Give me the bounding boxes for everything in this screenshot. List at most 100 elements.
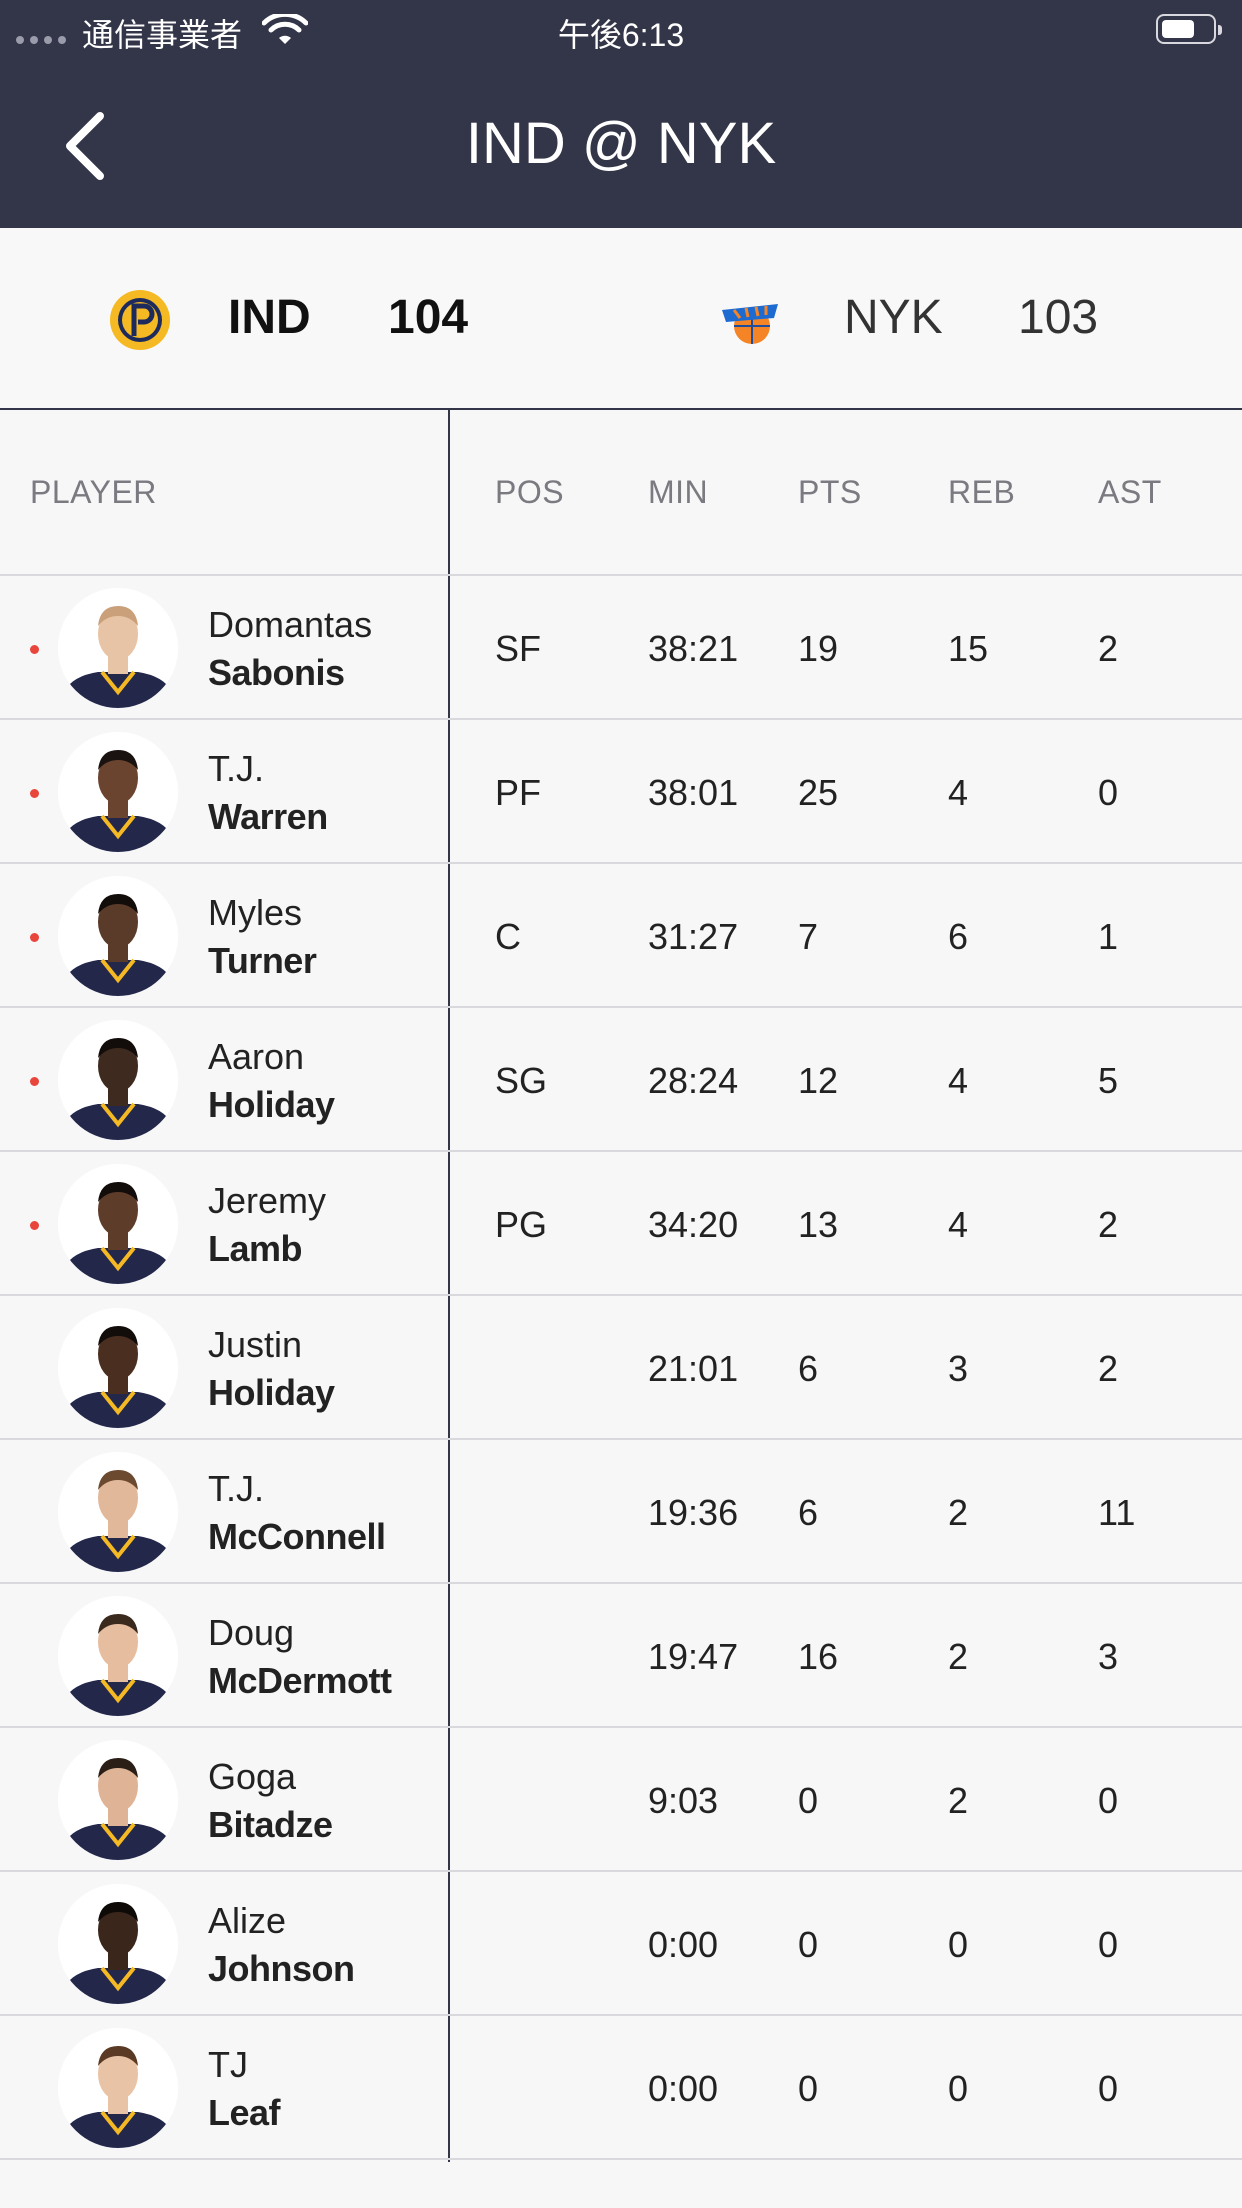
cell-pts: 0 bbox=[798, 1924, 819, 1965]
cell-pos: SG bbox=[495, 1060, 548, 1101]
player-avatar bbox=[58, 588, 178, 708]
player-avatar bbox=[58, 1308, 178, 1428]
starter-indicator bbox=[30, 933, 39, 942]
box-score-table: PLAYER POS MIN PTS REB AST Domantas Sabo… bbox=[0, 410, 1242, 2160]
cell-ast: 0 bbox=[1098, 1924, 1119, 1965]
cell-min: 38:21 bbox=[648, 628, 739, 669]
table-row[interactable]: Goga Bitadze 9:03 0 2 0 bbox=[0, 1728, 1242, 1872]
cell-ast: 0 bbox=[1098, 2068, 1119, 2109]
table-row[interactable]: Domantas Sabonis SF 38:21 19 15 2 bbox=[0, 576, 1242, 720]
player-last-name: McDermott bbox=[208, 1660, 392, 1701]
player-last-name: Holiday bbox=[208, 1372, 335, 1413]
scoreboard: IND 104 NYK 103 bbox=[0, 228, 1242, 410]
status-time: 午後6:13 bbox=[557, 17, 685, 53]
player-last-name: Turner bbox=[208, 940, 317, 981]
player-first-name: T.J. bbox=[208, 1468, 265, 1509]
player-first-name: TJ bbox=[208, 2044, 248, 2085]
cell-ast: 2 bbox=[1098, 1348, 1119, 1389]
cell-pts: 0 bbox=[798, 1780, 819, 1821]
cell-ast: 2 bbox=[1098, 628, 1119, 669]
app-header: 通信事業者 午後6:13 IND @ NYK bbox=[0, 0, 1242, 228]
pacers-logo-icon bbox=[110, 290, 170, 350]
player-avatar bbox=[58, 1884, 178, 2004]
player-avatar bbox=[58, 1020, 178, 1140]
cell-ast: 2 bbox=[1098, 1204, 1119, 1245]
player-avatar bbox=[58, 876, 178, 996]
back-button[interactable] bbox=[56, 108, 116, 184]
player-avatar bbox=[58, 732, 178, 852]
player-first-name: Domantas bbox=[208, 604, 373, 645]
table-row[interactable]: T.J. Warren PF 38:01 25 4 0 bbox=[0, 720, 1242, 864]
table-header: PLAYER POS MIN PTS REB AST bbox=[0, 410, 1242, 576]
cell-ast: 3 bbox=[1098, 1636, 1119, 1677]
player-last-name: Lamb bbox=[208, 1228, 303, 1269]
cell-pts: 7 bbox=[798, 916, 819, 957]
player-last-name: Bitadze bbox=[208, 1804, 333, 1845]
cell-reb: 4 bbox=[948, 772, 969, 813]
cell-min: 19:47 bbox=[648, 1636, 739, 1677]
cell-pts: 6 bbox=[798, 1348, 819, 1389]
cell-pts: 13 bbox=[798, 1204, 839, 1245]
table-row[interactable]: Justin Holiday 21:01 6 3 2 bbox=[0, 1296, 1242, 1440]
player-avatar bbox=[58, 1596, 178, 1716]
player-first-name: Myles bbox=[208, 892, 303, 933]
cell-pos: SF bbox=[495, 628, 542, 669]
carrier-name: 通信事業者 bbox=[82, 17, 243, 53]
table-row[interactable]: Jeremy Lamb PG 34:20 13 4 2 bbox=[0, 1152, 1242, 1296]
cell-pos: C bbox=[495, 916, 521, 957]
status-bar: 通信事業者 午後6:13 bbox=[0, 0, 1242, 60]
player-first-name: Alize bbox=[208, 1900, 287, 1941]
cell-pts: 12 bbox=[798, 1060, 839, 1101]
starter-indicator bbox=[30, 789, 39, 798]
cell-min: 34:20 bbox=[648, 1204, 739, 1245]
cell-pts: 19 bbox=[798, 628, 839, 669]
cell-min: 19:36 bbox=[648, 1492, 739, 1533]
knicks-logo-icon bbox=[722, 304, 778, 344]
cell-min: 9:03 bbox=[648, 1780, 719, 1821]
cell-reb: 4 bbox=[948, 1204, 969, 1245]
cell-min: 21:01 bbox=[648, 1348, 739, 1389]
away-team-score: 103 bbox=[1018, 291, 1099, 344]
header-player[interactable]: PLAYER bbox=[30, 474, 157, 510]
cell-ast: 0 bbox=[1098, 772, 1119, 813]
table-row[interactable]: TJ Leaf 0:00 0 0 0 bbox=[0, 2016, 1242, 2160]
player-avatar bbox=[58, 2028, 178, 2148]
header-min[interactable]: MIN bbox=[648, 474, 709, 510]
header-pts[interactable]: PTS bbox=[798, 474, 862, 510]
cell-reb: 4 bbox=[948, 1060, 969, 1101]
starter-indicator bbox=[30, 1077, 39, 1086]
table-row[interactable]: Myles Turner C 31:27 7 6 1 bbox=[0, 864, 1242, 1008]
player-last-name: Sabonis bbox=[208, 652, 345, 693]
starter-indicator bbox=[30, 1221, 39, 1230]
cell-reb: 0 bbox=[948, 2068, 969, 2109]
cell-reb: 6 bbox=[948, 916, 969, 957]
home-team-abbr: IND bbox=[228, 291, 311, 344]
chevron-left-icon bbox=[66, 112, 104, 180]
table-row[interactable]: Doug McDermott 19:47 16 2 3 bbox=[0, 1584, 1242, 1728]
cell-reb: 2 bbox=[948, 1492, 969, 1533]
table-row[interactable]: T.J. McConnell 19:36 6 2 11 bbox=[0, 1440, 1242, 1584]
header-reb[interactable]: REB bbox=[948, 474, 1016, 510]
starter-indicator bbox=[30, 645, 39, 654]
header-ast[interactable]: AST bbox=[1098, 474, 1162, 510]
table-row[interactable]: Aaron Holiday SG 28:24 12 4 5 bbox=[0, 1008, 1242, 1152]
battery-icon bbox=[1156, 14, 1222, 44]
header-pos[interactable]: POS bbox=[495, 474, 565, 510]
cell-pts: 0 bbox=[798, 2068, 819, 2109]
cell-pos: PG bbox=[495, 1204, 548, 1245]
player-last-name: Warren bbox=[208, 796, 328, 837]
cell-reb: 3 bbox=[948, 1348, 969, 1389]
table-row[interactable]: Alize Johnson 0:00 0 0 0 bbox=[0, 1872, 1242, 2016]
cell-ast: 11 bbox=[1098, 1492, 1136, 1533]
cell-reb: 2 bbox=[948, 1636, 969, 1677]
wifi-icon bbox=[262, 14, 308, 44]
cell-ast: 0 bbox=[1098, 1780, 1119, 1821]
player-last-name: Johnson bbox=[208, 1948, 355, 1989]
cell-pos: PF bbox=[495, 772, 542, 813]
away-team-abbr: NYK bbox=[844, 291, 943, 344]
player-last-name: Leaf bbox=[208, 2092, 281, 2133]
player-avatar bbox=[58, 1164, 178, 1284]
player-avatar bbox=[58, 1452, 178, 1572]
cell-pts: 25 bbox=[798, 772, 839, 813]
player-first-name: Justin bbox=[208, 1324, 303, 1365]
